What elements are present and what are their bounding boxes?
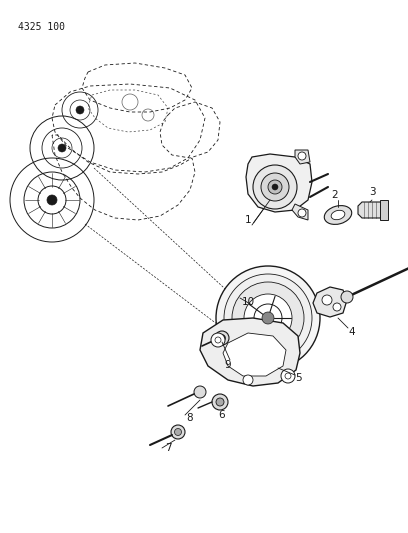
Circle shape xyxy=(215,331,229,345)
Polygon shape xyxy=(380,200,388,220)
Circle shape xyxy=(341,291,353,303)
Circle shape xyxy=(216,398,224,406)
Polygon shape xyxy=(358,202,384,218)
Circle shape xyxy=(254,304,282,332)
Polygon shape xyxy=(313,287,347,317)
Text: 10: 10 xyxy=(242,297,255,307)
Text: 4: 4 xyxy=(349,327,355,337)
Circle shape xyxy=(333,303,341,311)
Circle shape xyxy=(322,295,332,305)
Circle shape xyxy=(268,180,282,194)
Circle shape xyxy=(243,375,253,385)
Circle shape xyxy=(76,106,84,114)
Circle shape xyxy=(262,312,274,324)
Text: 4325 100: 4325 100 xyxy=(18,22,65,32)
Circle shape xyxy=(58,144,66,152)
Circle shape xyxy=(253,165,297,209)
Circle shape xyxy=(175,429,182,435)
Circle shape xyxy=(232,282,304,354)
Circle shape xyxy=(281,369,295,383)
Circle shape xyxy=(244,294,292,342)
Polygon shape xyxy=(223,333,286,376)
Text: 1: 1 xyxy=(245,215,251,225)
Circle shape xyxy=(298,152,306,160)
Polygon shape xyxy=(292,204,308,220)
Circle shape xyxy=(212,394,228,410)
Circle shape xyxy=(216,266,320,370)
Text: 7: 7 xyxy=(165,443,171,453)
Text: 3: 3 xyxy=(369,187,375,197)
Ellipse shape xyxy=(331,211,345,220)
Circle shape xyxy=(171,425,185,439)
Text: 9: 9 xyxy=(225,360,231,370)
Circle shape xyxy=(47,195,57,205)
Circle shape xyxy=(224,274,312,362)
Text: 8: 8 xyxy=(187,413,193,423)
Circle shape xyxy=(211,333,225,347)
Circle shape xyxy=(219,335,226,342)
Text: 2: 2 xyxy=(332,190,338,200)
Polygon shape xyxy=(295,150,310,164)
Circle shape xyxy=(272,184,278,190)
Ellipse shape xyxy=(324,206,352,224)
Circle shape xyxy=(298,209,306,217)
Circle shape xyxy=(261,173,289,201)
Text: 6: 6 xyxy=(219,410,225,420)
Text: 5: 5 xyxy=(295,373,302,383)
Polygon shape xyxy=(200,318,300,386)
Polygon shape xyxy=(246,154,312,212)
Circle shape xyxy=(194,386,206,398)
